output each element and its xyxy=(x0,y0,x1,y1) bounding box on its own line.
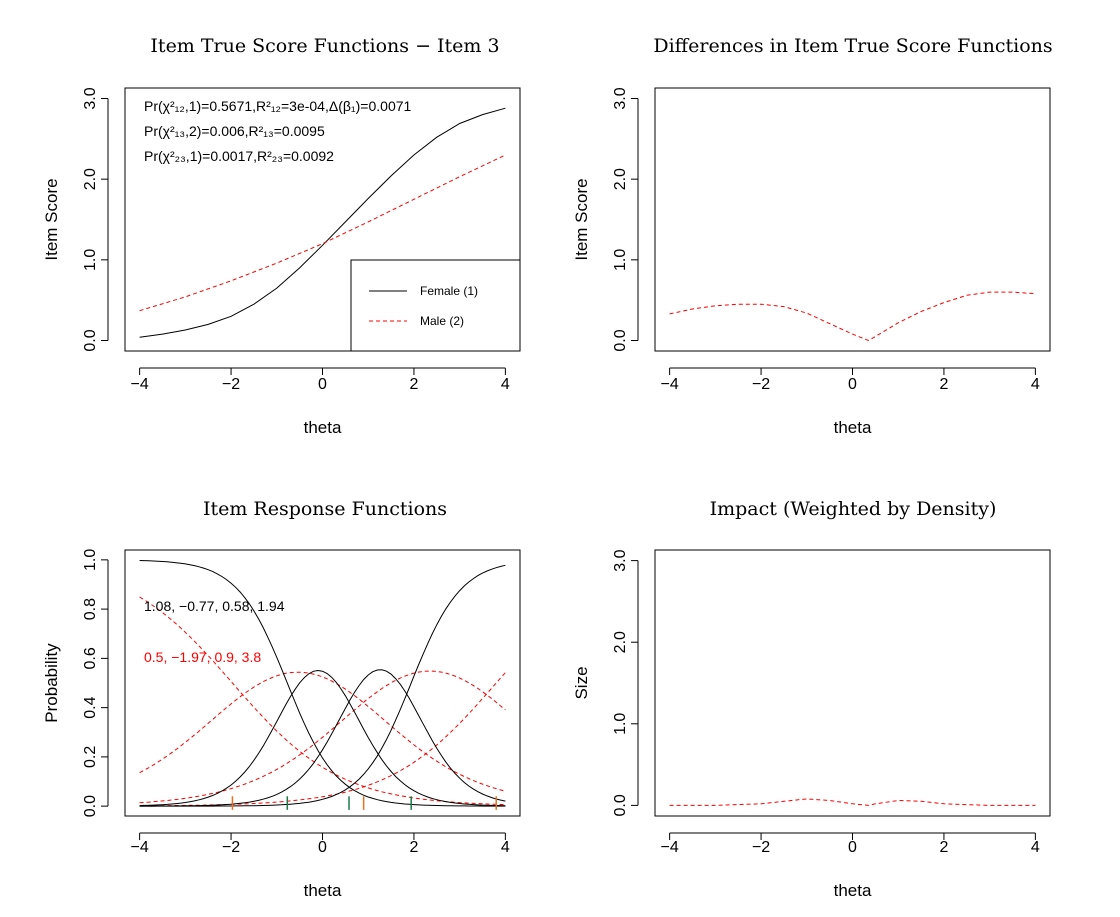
y-tick-label: 2.0 xyxy=(612,168,629,190)
y-tick-label: 3.0 xyxy=(82,87,99,109)
y-tick-label: 0.0 xyxy=(612,329,629,351)
chart-title: Item True Score Functions − Item 3 xyxy=(150,35,499,57)
x-tick-label: −4 xyxy=(661,839,679,856)
panel-3: Item Response Functions −4 −2 0 2 4 theta 0.0 0.… xyxy=(42,498,521,900)
plot-frame xyxy=(124,549,521,817)
panel-1: Item True Score Functions − Item 3 −4 −2 0 2… xyxy=(42,35,521,437)
y-tick-label: 1.0 xyxy=(612,249,629,271)
category-curve-female-3 xyxy=(139,564,506,807)
y-tick-label: 2.0 xyxy=(612,631,629,653)
plot-frame xyxy=(654,87,1051,352)
parameter-annotation: 1.08, −0.77, 0.58, 1.94 xyxy=(144,598,285,614)
stat-annotation: Pr(χ²₁₂,1)=0.5671,R²₁₂=3e-04,Δ(β₁)=0.007… xyxy=(144,98,412,114)
series-line-impact xyxy=(669,798,1036,806)
panel-4: Impact (Weighted by Density) −4 −2 0 2 4 theta… xyxy=(572,498,1051,900)
legend-label: Male (2) xyxy=(420,314,464,328)
legend-box xyxy=(350,259,521,352)
series-line-difference xyxy=(669,291,1036,342)
x-tick-label: 0 xyxy=(848,839,857,856)
y-axis-label: Item Score xyxy=(572,178,591,260)
x-tick-label: −2 xyxy=(752,839,770,856)
plot-frame xyxy=(124,87,521,352)
parameter-annotation: 0.5, −1.97, 0.9, 3.8 xyxy=(144,649,261,665)
y-tick-label: 0.0 xyxy=(612,794,629,816)
legend-label: Female (1) xyxy=(420,284,478,298)
chart-title: Differences in Item True Score Functions xyxy=(653,35,1052,57)
y-axis-label: Probability xyxy=(42,643,61,723)
series-line-female xyxy=(139,107,506,338)
y-axis-label: Item Score xyxy=(42,178,61,260)
x-tick-label: 2 xyxy=(939,376,948,393)
y-tick-label: 0.4 xyxy=(82,696,99,718)
y-tick-label: 1.0 xyxy=(612,713,629,735)
chart-title: Impact (Weighted by Density) xyxy=(710,498,997,520)
x-tick-label: −4 xyxy=(131,839,149,856)
x-axis-label: theta xyxy=(304,881,342,900)
y-tick-label: 3.0 xyxy=(612,87,629,109)
panel-2: Differences in Item True Score Functions… xyxy=(572,35,1053,437)
category-curve-female-2 xyxy=(139,669,506,807)
x-tick-label: 2 xyxy=(409,839,418,856)
x-tick-label: −2 xyxy=(752,376,770,393)
y-axis-label: Size xyxy=(572,666,591,699)
y-tick-label: 2.0 xyxy=(82,168,99,190)
y-tick-label: 0.0 xyxy=(82,329,99,351)
x-tick-label: −2 xyxy=(222,839,240,856)
x-tick-label: 4 xyxy=(1031,839,1040,856)
x-tick-label: 4 xyxy=(501,376,510,393)
x-axis-label: theta xyxy=(834,881,872,900)
y-tick-label: 1.0 xyxy=(82,549,99,571)
plot-frame xyxy=(654,549,1051,817)
category-curve-male-1 xyxy=(139,671,506,792)
x-tick-label: 0 xyxy=(318,839,327,856)
y-tick-label: 0.6 xyxy=(82,647,99,669)
x-axis-label: theta xyxy=(834,418,872,437)
y-tick-label: 0.8 xyxy=(82,598,99,620)
x-tick-label: 4 xyxy=(501,839,510,856)
x-tick-label: −4 xyxy=(661,376,679,393)
category-curve-female-1 xyxy=(139,669,506,807)
x-tick-label: −2 xyxy=(222,376,240,393)
x-tick-label: 2 xyxy=(939,839,948,856)
chart-title: Item Response Functions xyxy=(203,498,447,520)
x-tick-label: −4 xyxy=(131,376,149,393)
category-curve-female-0 xyxy=(139,560,506,807)
y-tick-label: 0.0 xyxy=(82,795,99,817)
category-curve-male-3 xyxy=(139,672,506,807)
x-tick-label: 2 xyxy=(409,376,418,393)
x-tick-label: 0 xyxy=(318,376,327,393)
y-tick-label: 1.0 xyxy=(82,249,99,271)
series-line-male xyxy=(139,154,506,312)
legend: Female (1) Male (2) xyxy=(350,259,521,352)
stat-annotation: Pr(χ²₁₃,2)=0.006,R²₁₃=0.0095 xyxy=(144,123,325,139)
y-tick-label: 0.2 xyxy=(82,746,99,768)
stat-annotation: Pr(χ²₂₃,1)=0.0017,R²₂₃=0.0092 xyxy=(144,148,334,164)
y-tick-label: 3.0 xyxy=(612,549,629,571)
category-curve-male-2 xyxy=(139,670,506,804)
x-axis-label: theta xyxy=(304,418,342,437)
x-tick-label: 0 xyxy=(848,376,857,393)
x-tick-label: 4 xyxy=(1031,376,1040,393)
category-curve-male-0 xyxy=(139,596,506,806)
